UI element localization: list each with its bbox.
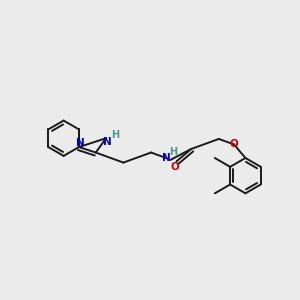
Text: H: H	[169, 147, 177, 157]
Text: O: O	[230, 140, 239, 149]
Text: H: H	[111, 130, 119, 140]
Text: O: O	[170, 162, 179, 172]
Text: N: N	[76, 138, 84, 148]
Text: N: N	[103, 137, 112, 147]
Text: N: N	[162, 153, 171, 163]
